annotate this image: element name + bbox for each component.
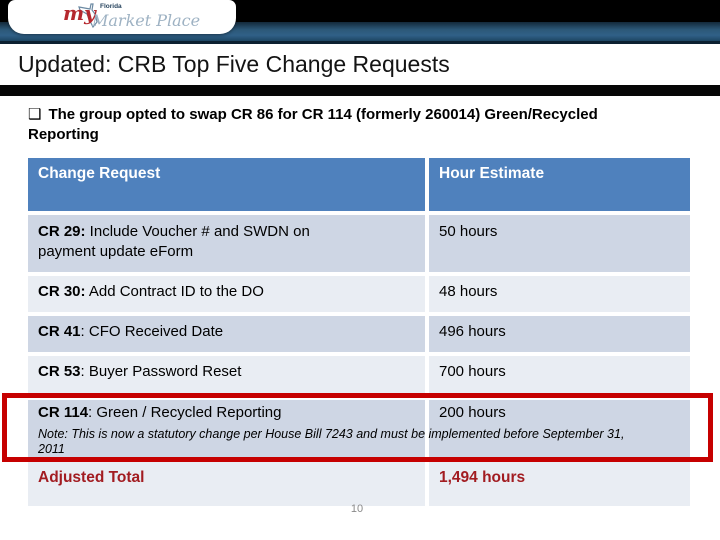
bullet-paragraph: ❑ The group opted to swap CR 86 for CR 11…	[28, 105, 690, 145]
table-note-row: Note: This is now a statutory change per…	[28, 425, 690, 458]
checkbox-bullet-icon: ❑	[28, 106, 42, 123]
cr30-hours-cell: 48 hours	[429, 276, 690, 312]
table-header-row: Change Request Hour Estimate	[28, 158, 690, 211]
myfloridamarketplace-logo: my Florida Market Place	[8, 0, 236, 34]
cr29-desc: Include Voucher # and SWDN on payment up…	[38, 223, 310, 261]
column-header-change-request: Change Request	[28, 158, 425, 211]
logo-florida-text: Florida	[100, 3, 122, 10]
change-request-table: Change Request Hour Estimate CR 29: Incl…	[28, 158, 690, 510]
cr114-label: CR 114	[38, 404, 89, 421]
table-row-cr29: CR 29: Include Voucher # and SWDN on pay…	[28, 215, 690, 272]
florida-outline-icon	[78, 3, 98, 29]
adjusted-total-label: Adjusted Total	[28, 462, 425, 506]
statutory-note-text: Note: This is now a statutory change per…	[38, 427, 625, 456]
cr53-desc: : Buyer Password Reset	[80, 363, 242, 380]
cr53-description-cell: CR 53: Buyer Password Reset	[28, 356, 425, 396]
cr41-description-cell: CR 41: CFO Received Date	[28, 316, 425, 352]
table-row-cr41: CR 41: CFO Received Date 496 hours	[28, 316, 690, 352]
cr114-hours-cell: 200 hours	[429, 400, 690, 425]
cr114-desc: : Green / Recycled Reporting	[88, 404, 282, 421]
bullet-text: The group opted to swap CR 86 for CR 114…	[28, 106, 598, 144]
cr30-description-cell: CR 30: Add Contract ID to the DO	[28, 276, 425, 312]
cr114-description-cell: CR 114: Green / Recycled Reporting	[28, 400, 425, 425]
column-header-hour-estimate: Hour Estimate	[429, 158, 690, 211]
table-total-row: Adjusted Total 1,494 hours	[28, 462, 690, 506]
cr53-label: CR 53	[38, 363, 81, 380]
logo-my-text: my	[63, 1, 96, 25]
cr29-description-cell: CR 29: Include Voucher # and SWDN on pay…	[28, 215, 425, 272]
page-title: Updated: CRB Top Five Change Requests	[18, 51, 450, 77]
cr29-label: CR 29:	[38, 223, 86, 240]
table-row-cr30: CR 30: Add Contract ID to the DO 48 hour…	[28, 276, 690, 312]
column-divider	[425, 425, 429, 458]
table-row-cr114: CR 114: Green / Recycled Reporting 200 h…	[28, 400, 690, 425]
page-number: 10	[350, 503, 364, 515]
cr41-hours-cell: 496 hours	[429, 316, 690, 352]
title-divider-bar	[0, 85, 720, 96]
highlight-rectangle	[2, 393, 713, 462]
table-row-cr53: CR 53: Buyer Password Reset 700 hours	[28, 356, 690, 396]
cr30-desc: Add Contract ID to the DO	[85, 283, 264, 300]
cr30-label: CR 30:	[38, 283, 86, 300]
cr53-hours-cell: 700 hours	[429, 356, 690, 396]
logo-marketplace-text: Market Place	[92, 11, 201, 30]
adjusted-total-value: 1,494 hours	[429, 462, 690, 506]
cr29-hours-cell: 50 hours	[429, 215, 690, 272]
cr41-desc: : CFO Received Date	[80, 323, 224, 340]
cr41-label: CR 41	[38, 323, 81, 340]
